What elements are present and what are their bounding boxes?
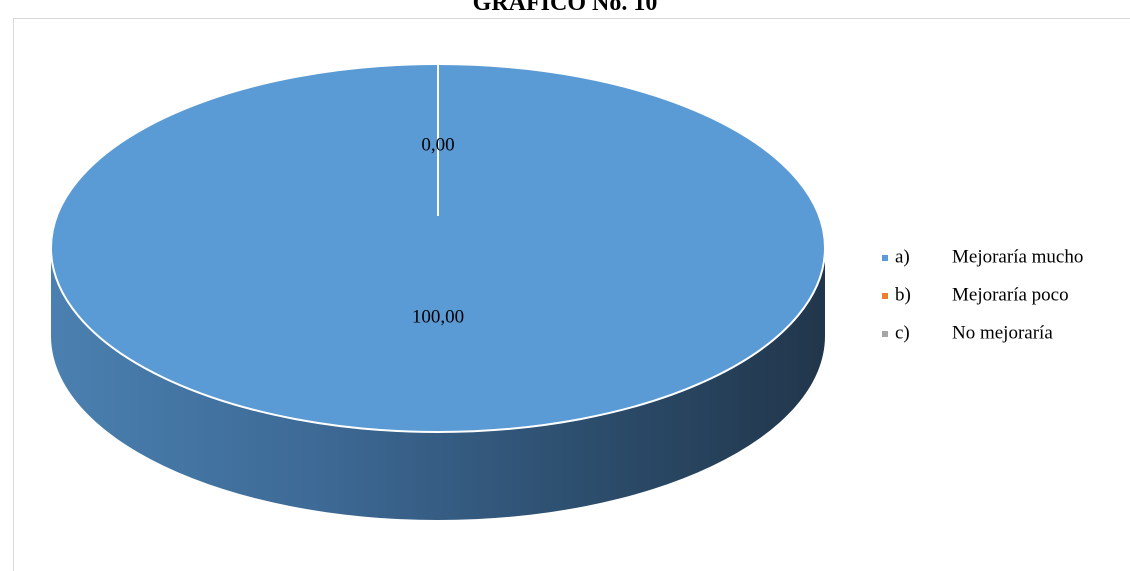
legend-item-2: b) Mejoraría poco — [882, 284, 1069, 305]
pie-side-wall — [51, 248, 825, 520]
legend-swatch — [882, 331, 888, 337]
legend-marker: c) — [895, 322, 910, 343]
legend-label: No mejoraría — [952, 322, 1053, 343]
legend-item-3: c) No mejoraría — [882, 322, 1053, 343]
legend-marker: b) — [895, 284, 911, 305]
data-label-1: 100,00 — [412, 306, 464, 327]
legend-item-1: a) Mejoraría mucho — [882, 246, 1083, 267]
data-label-2: 0,00 — [421, 134, 454, 155]
legend: a) Mejoraría mucho b) Mejoraría poco c) No me… — [882, 246, 1083, 343]
legend-label: Mejoraría poco — [952, 284, 1069, 305]
legend-swatch — [882, 293, 888, 299]
pie-group — [50, 63, 826, 520]
legend-swatch — [882, 255, 888, 261]
data-labels: 100,00 0,00 — [412, 134, 464, 327]
chart-title: GRAFICO No. 10 — [472, 0, 658, 16]
legend-marker: a) — [895, 246, 910, 267]
legend-label: Mejoraría mucho — [952, 246, 1083, 267]
